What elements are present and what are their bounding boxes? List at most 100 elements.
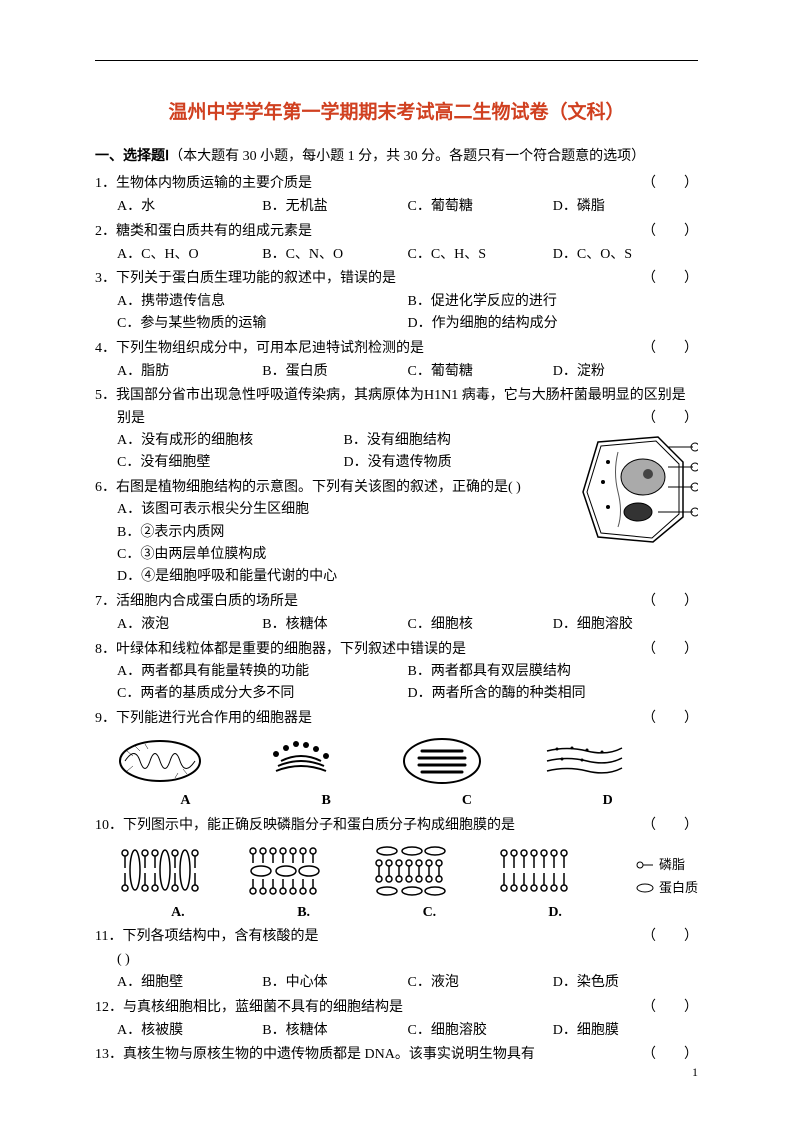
- q7-opt-b: B．核糖体: [262, 614, 407, 636]
- question-1: 1．生物体内物质运输的主要介质是 （ ） A．水 B．无机盐 C．葡萄糖 D．磷…: [95, 173, 698, 219]
- q9-images: A B C: [95, 736, 698, 812]
- q2-opt-b: B．C、N、O: [262, 244, 407, 266]
- q7-opt-a: A．液泡: [117, 614, 262, 636]
- section-prefix: 一、选择题Ⅰ: [95, 149, 169, 164]
- question-4: 4．下列生物组织成分中，可用本尼迪特试剂检测的是 （ ） A．脂肪 B．蛋白质 …: [95, 338, 698, 384]
- q3-opt-b: B．促进化学反应的进行: [408, 291, 699, 313]
- q9-label-d: D: [537, 790, 678, 812]
- q5-opt-d: D．没有遗传物质: [344, 452, 571, 474]
- q10-label-c: C.: [367, 902, 493, 924]
- q7-paren: （ ）: [642, 591, 698, 613]
- q12-opt-a: A．核被膜: [117, 1020, 262, 1042]
- q5-opt-b: B．没有细胞结构: [344, 430, 571, 452]
- q12-paren: （ ）: [642, 997, 698, 1019]
- q10-legend: 磷脂 蛋白质: [635, 853, 698, 900]
- q9-label-b: B: [256, 790, 397, 812]
- question-7: 7．活细胞内合成蛋白质的场所是 （ ） A．液泡 B．核糖体 C．细胞核 D．细…: [95, 591, 698, 637]
- q11-opt-a: A．细胞壁: [117, 972, 262, 994]
- q10-label-d: D.: [492, 902, 618, 924]
- membrane-d-icon: [492, 843, 582, 898]
- q3-opt-a: A．携带遗传信息: [117, 291, 408, 313]
- membrane-a-icon: [115, 843, 205, 898]
- q10-label-a: A.: [115, 902, 241, 924]
- question-12: 12．与真核细胞相比，蓝细菌不具有的细胞结构是 （ ） A．核被膜 B．核糖体 …: [95, 997, 698, 1043]
- q7-stem: 7．活细胞内合成蛋白质的场所是: [95, 591, 642, 613]
- q4-opt-a: A．脂肪: [117, 361, 262, 383]
- q2-stem: 2．糖类和蛋白质共有的组成元素是: [95, 221, 642, 243]
- q4-stem: 4．下列生物组织成分中，可用本尼迪特试剂检测的是: [95, 338, 642, 360]
- q1-opt-b: B．无机盐: [262, 196, 407, 218]
- mitochondrion-icon: [115, 736, 205, 786]
- q10-label-b: B.: [241, 902, 367, 924]
- q8-opt-a: A．两者都具有能量转换的功能: [117, 661, 408, 683]
- top-divider: [95, 60, 698, 61]
- q4-opt-c: C．葡萄糖: [408, 361, 553, 383]
- membrane-c-icon: [367, 843, 457, 898]
- q12-opt-c: C．细胞溶胶: [408, 1020, 553, 1042]
- q8-opt-d: D．两者所含的酶的种类相同: [408, 683, 699, 705]
- q1-opt-a: A．水: [117, 196, 262, 218]
- q1-paren: （ ）: [642, 173, 698, 195]
- q11-opt-b: B．中心体: [262, 972, 407, 994]
- q10-stem: 10．下列图示中，能正确反映磷脂分子和蛋白质分子构成细胞膜的是: [95, 815, 642, 837]
- question-11: 11．下列各项结构中，含有核酸的是 （ ） ( ) A．细胞壁 B．中心体 C．…: [95, 926, 698, 994]
- q13-stem: 13．真核生物与原核生物的中遗传物质都是 DNA。该事实说明生物具有: [95, 1044, 642, 1066]
- membrane-b-icon: [241, 843, 331, 898]
- q5-stem2: 别是: [117, 408, 642, 430]
- q9-stem: 9．下列能进行光合作用的细胞器是: [95, 708, 642, 730]
- plant-cell-figure: [578, 432, 698, 547]
- exam-title: 温州中学学年第一学期期末考试高二生物试卷（文科）: [95, 98, 698, 128]
- q5-opt-c: C．没有细胞壁: [117, 452, 344, 474]
- q5-opt-a: A．没有成形的细胞核: [117, 430, 344, 452]
- q7-opt-c: C．细胞核: [408, 614, 553, 636]
- q3-stem: 3．下列关于蛋白质生理功能的叙述中，错误的是: [95, 268, 642, 290]
- legend-protein: 蛋白质: [659, 876, 698, 899]
- er-icon: [537, 736, 627, 786]
- q5-paren: （ ）: [642, 408, 698, 430]
- question-10: 10．下列图示中，能正确反映磷脂分子和蛋白质分子构成细胞膜的是 （ ）: [95, 815, 698, 925]
- protein-icon: [635, 881, 655, 895]
- section-header: 一、选择题Ⅰ（本大题有 30 小题，每小题 1 分，共 30 分。各题只有一个符…: [95, 146, 698, 168]
- phospholipid-icon: [635, 858, 655, 872]
- q11-opt-d: D．染色质: [553, 972, 698, 994]
- q6-opt-c: C．③由两层单位膜构成: [95, 544, 698, 566]
- q4-paren: （ ）: [642, 338, 698, 360]
- q8-opt-b: B．两者都具有双层膜结构: [408, 661, 699, 683]
- legend-phospholipid: 磷脂: [659, 853, 685, 876]
- q6-opt-d: D．④是细胞呼吸和能量代谢的中心: [95, 566, 698, 588]
- q3-paren: （ ）: [642, 268, 698, 290]
- q7-opt-d: D．细胞溶胶: [553, 614, 698, 636]
- q4-opt-d: D．淀粉: [553, 361, 698, 383]
- q4-opt-b: B．蛋白质: [262, 361, 407, 383]
- q2-paren: （ ）: [642, 221, 698, 243]
- q12-opt-b: B．核糖体: [262, 1020, 407, 1042]
- q8-paren: （ ）: [642, 639, 698, 661]
- chloroplast-icon: [397, 736, 487, 786]
- q10-paren: （ ）: [642, 815, 698, 837]
- q10-images: A. B.: [95, 843, 698, 924]
- question-8: 8．叶绿体和线粒体都是重要的细胞器，下列叙述中错误的是 （ ） A．两者都具有能…: [95, 639, 698, 706]
- q1-stem: 1．生物体内物质运输的主要介质是: [95, 173, 642, 195]
- q8-stem: 8．叶绿体和线粒体都是重要的细胞器，下列叙述中错误的是: [95, 639, 642, 661]
- q5-stem: 5．我国部分省市出现急性呼吸道传染病，其病原体为H1N1 病毒，它与大肠杆菌最明…: [95, 385, 698, 407]
- q3-opt-d: D．作为细胞的结构成分: [408, 313, 699, 335]
- q8-opt-c: C．两者的基质成分大多不同: [117, 683, 408, 705]
- q9-paren: （ ）: [642, 708, 698, 730]
- question-2: 2．糖类和蛋白质共有的组成元素是 （ ） A．C、H、O B．C、N、O C．C…: [95, 221, 698, 267]
- q12-opt-d: D．细胞膜: [553, 1020, 698, 1042]
- section-rest: （本大题有 30 小题，每小题 1 分，共 30 分。各题只有一个符合题意的选项…: [169, 149, 645, 164]
- question-5: 5．我国部分省市出现急性呼吸道传染病，其病原体为H1N1 病毒，它与大肠杆菌最明…: [95, 385, 698, 475]
- q12-stem: 12．与真核细胞相比，蓝细菌不具有的细胞结构是: [95, 997, 642, 1019]
- q2-opt-c: C．C、H、S: [408, 244, 553, 266]
- q9-label-a: A: [115, 790, 256, 812]
- q2-opt-d: D．C、O、S: [553, 244, 698, 266]
- question-13: 13．真核生物与原核生物的中遗传物质都是 DNA。该事实说明生物具有 （ ）: [95, 1044, 698, 1066]
- q2-opt-a: A．C、H、O: [117, 244, 262, 266]
- q1-opt-c: C．葡萄糖: [408, 196, 553, 218]
- question-3: 3．下列关于蛋白质生理功能的叙述中，错误的是 （ ） A．携带遗传信息 B．促进…: [95, 268, 698, 335]
- q13-paren: （ ）: [642, 1044, 698, 1066]
- q11-stem: 11．下列各项结构中，含有核酸的是: [95, 926, 642, 948]
- q1-opt-d: D．磷脂: [553, 196, 698, 218]
- page-number: 1: [692, 1063, 698, 1082]
- q9-label-c: C: [397, 790, 538, 812]
